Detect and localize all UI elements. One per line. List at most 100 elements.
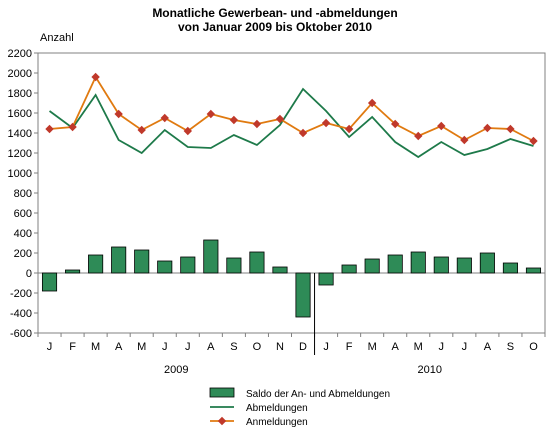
bar: [111, 246, 127, 274]
legend-label-abmeldungen: Abmeldungen: [246, 403, 308, 414]
bar: [88, 254, 104, 274]
y-axis-label: Anzahl: [40, 32, 74, 44]
anmeldungen-marker: [414, 131, 423, 141]
y-tick-label: -200: [10, 288, 32, 300]
x-tick-label: J: [185, 341, 191, 353]
anmeldungen-marker: [229, 115, 239, 125]
bar: [226, 257, 242, 274]
y-tick-label: 0: [26, 268, 32, 280]
x-tick-label: D: [299, 341, 307, 353]
legend-swatch-saldo: [209, 387, 235, 398]
bars-group: [41, 239, 542, 318]
y-tick-label: 1200: [8, 148, 32, 160]
x-tick-label: A: [484, 341, 492, 353]
axes-group: Anzahl2200200018001600140012001000800600…: [8, 32, 546, 376]
anmeldungen-marker: [344, 124, 354, 134]
bar: [203, 239, 219, 274]
bar: [134, 249, 150, 274]
anmeldungen-marker: [137, 125, 146, 135]
bar: [410, 251, 426, 274]
x-tick-label: J: [323, 341, 329, 353]
anmeldungen-marker: [298, 128, 308, 138]
anmeldungen-marker: [437, 121, 446, 131]
bar: [456, 257, 472, 274]
bar: [479, 252, 495, 274]
legend-label-anmeldungen: Anmeldungen: [246, 417, 308, 428]
x-tick-label: A: [392, 341, 400, 353]
y-tick-label: 800: [14, 188, 32, 200]
x-tick-label: F: [69, 341, 76, 353]
plot-frame: [37, 52, 546, 334]
y-tick-label: 2200: [8, 48, 32, 60]
year-label: 2009: [164, 364, 188, 376]
bar: [65, 269, 81, 274]
x-tick-label: M: [368, 341, 377, 353]
anmeldungen-marker: [367, 98, 377, 108]
x-tick-label: S: [230, 341, 237, 353]
bar: [364, 258, 380, 274]
y-tick-label: -400: [10, 308, 32, 320]
legend: Saldo der An- und Abmeldungen Abmeldungen…: [209, 387, 390, 428]
abmeldungen-line: [48, 87, 534, 159]
y-tick-label: 1400: [8, 128, 32, 140]
bar: [41, 272, 58, 292]
lines-group: [45, 72, 538, 159]
x-tick-label: J: [462, 341, 468, 353]
y-tick-label: 1000: [8, 168, 32, 180]
bar: [180, 256, 196, 274]
bar: [502, 262, 518, 274]
anmeldungen-marker: [114, 109, 123, 119]
y-tick-label: 600: [14, 208, 32, 220]
bar: [157, 260, 173, 274]
x-tick-label: F: [346, 341, 353, 353]
x-tick-label: M: [91, 341, 100, 353]
chart-title: Monatliche Gewerbean- und -abmeldungen v…: [0, 6, 550, 34]
x-tick-label: M: [414, 341, 423, 353]
x-tick-label: O: [253, 341, 262, 353]
y-tick-label: 2000: [8, 68, 32, 80]
chart-title-line-1: Monatliche Gewerbean- und -abmeldungen: [152, 6, 398, 20]
anmeldungen-marker: [206, 109, 216, 119]
y-tick-label: 200: [14, 248, 32, 260]
y-tick-label: 1600: [8, 108, 32, 120]
y-tick-label: 400: [14, 228, 32, 240]
x-tick-label: S: [507, 341, 514, 353]
anmeldungen-marker: [160, 113, 169, 123]
x-tick-label: A: [207, 341, 215, 353]
bar: [272, 266, 288, 274]
anmeldungen-marker: [506, 124, 515, 134]
anmeldungen-marker: [68, 122, 77, 132]
y-tick-label: 1800: [8, 88, 32, 100]
anmeldungen-line: [49, 75, 534, 142]
legend-label-saldo: Saldo der An- und Abmeldungen: [246, 389, 390, 400]
anmeldungen-marker: [183, 126, 193, 136]
bar: [318, 272, 334, 286]
year-label: 2010: [418, 364, 442, 376]
chart-title-line-2: von Januar 2009 bis Oktober 2010: [177, 20, 373, 34]
anmeldungen-marker: [529, 136, 538, 146]
x-tick-label: J: [47, 341, 53, 353]
x-tick-label: N: [276, 341, 284, 353]
anmeldungen-marker: [45, 124, 54, 134]
anmeldungen-marker: [252, 119, 262, 129]
anmeldungen-marker: [275, 114, 285, 124]
bar: [295, 272, 311, 318]
x-tick-label: J: [439, 341, 445, 353]
y-tick-label: -600: [10, 328, 32, 340]
bar: [525, 267, 542, 274]
x-tick-label: O: [529, 341, 538, 353]
x-tick-label: A: [115, 341, 123, 353]
anmeldungen-marker: [321, 118, 331, 128]
bar: [387, 254, 403, 274]
legend-marker-anmeldungen: [217, 416, 227, 426]
x-tick-label: M: [137, 341, 146, 353]
anmeldungen-marker: [390, 119, 400, 129]
anmeldungen-marker: [460, 135, 469, 145]
anmeldungen-marker: [91, 72, 100, 82]
anmeldungen-marker: [483, 123, 492, 133]
bar: [341, 264, 357, 274]
x-tick-label: J: [162, 341, 168, 353]
bar: [433, 256, 449, 274]
bar: [249, 251, 265, 274]
